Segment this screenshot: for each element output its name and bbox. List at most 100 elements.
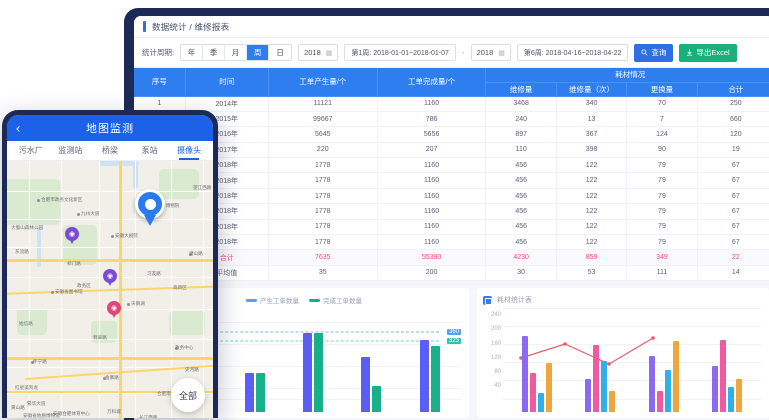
mat-bar-4-s0[interactable] — [712, 366, 719, 413]
map-label-3: 省博物院 — [161, 203, 180, 208]
map-all-button[interactable]: 全部 — [171, 378, 205, 412]
mat-bar-1-s2[interactable] — [537, 392, 544, 413]
map-label-1: 九州大道 — [81, 211, 100, 216]
material-chart-bars — [505, 320, 759, 413]
camera-marker-3[interactable]: ◉ — [107, 301, 121, 319]
table-row: 42017年2202071103989019 — [134, 142, 769, 159]
table-row-cell-2: 1778 — [268, 203, 378, 220]
table-row-cell-3: 1160 — [377, 234, 487, 251]
mat-bar-4-s1[interactable] — [720, 339, 727, 413]
period-option-week[interactable]: 周 — [247, 45, 270, 60]
mat-bar-2-s1[interactable] — [593, 344, 600, 413]
mat-bar-4-s3[interactable] — [736, 378, 743, 413]
ytick-200: 200 — [490, 326, 501, 333]
map-label-4: 潜山路 — [189, 251, 203, 256]
tab-camera[interactable]: 摄像头 — [169, 145, 209, 156]
table-row-cell-4: 110 — [485, 142, 557, 159]
table-row-cell-5: 122 — [556, 188, 628, 205]
table-row-cell-3: 1160 — [377, 219, 487, 236]
mat-bar-3-s1[interactable] — [656, 390, 663, 413]
header-row-group: 序号 时间 工单产生量/个 工单完成量/个 耗材情况 — [134, 68, 769, 97]
range-from-field[interactable]: 第1周: 2018-01-01~2018-01-07 — [344, 44, 456, 61]
table-row-cell-5: 122 — [556, 234, 628, 251]
period-segmented-control[interactable]: 年 季 月 周 日 — [180, 44, 293, 61]
mat-bar-2-s0[interactable] — [585, 378, 592, 413]
mat-bar-2-s2[interactable] — [601, 360, 608, 413]
table-row-cell-4: 3468 — [485, 96, 557, 112]
bar-4-s1[interactable] — [372, 385, 382, 413]
bar-3-s1[interactable] — [313, 333, 323, 413]
bar-4-s0[interactable] — [361, 357, 371, 413]
report-table-head: 序号 时间 工单产生量/个 工单完成量/个 耗材情况 维修量 维修量（次） 更换… — [134, 68, 769, 97]
map-label-18: 黄山路 — [11, 405, 25, 410]
bar-2-s1[interactable] — [255, 372, 265, 413]
period-option-quarter[interactable]: 季 — [203, 45, 226, 60]
mat-bar-2-s3[interactable] — [609, 390, 616, 413]
map-label-21: 大蜀山森林公园 — [11, 225, 44, 230]
selected-location-marker[interactable] — [135, 189, 165, 227]
map-label-17: 望江西路 — [193, 185, 212, 190]
mat-bar-1-s3[interactable] — [545, 362, 552, 413]
table-total-row-cell-4: 4230 — [485, 249, 557, 266]
table-row-cell-3: 1160 — [377, 172, 487, 189]
th-time: 时间 — [185, 68, 269, 97]
th-sub-3: 合计 — [697, 82, 769, 97]
mat-bar-3-s3[interactable] — [672, 341, 679, 413]
year-from-select[interactable]: 2018 ▦ — [298, 44, 339, 61]
period-option-month[interactable]: 月 — [225, 45, 248, 60]
map-label-16: 繁华大道 — [27, 401, 46, 406]
mat-bar-3-s2[interactable] — [664, 369, 671, 413]
map-label-11: 祁门路 — [67, 261, 81, 266]
table-row-cell-2: 11121 — [268, 96, 378, 112]
table-row-cell-4: 240 — [485, 111, 557, 128]
table-row-cell-4: 456 — [485, 203, 557, 220]
charts-row: 产生工单数量 完成工单数量 — [134, 281, 769, 419]
bar-5-s0[interactable] — [419, 339, 429, 413]
period-option-day[interactable]: 日 — [269, 45, 292, 60]
table-row-cell-3: 1160 — [377, 157, 487, 174]
camera-marker-2[interactable]: ◉ — [103, 269, 117, 287]
table-row-cell-5: 398 — [556, 142, 628, 159]
table-row-cell-7: 660 — [697, 111, 769, 128]
table-average-row-cell-5: 53 — [556, 265, 628, 282]
tab-pump-station[interactable]: 泵站 — [141, 146, 158, 155]
table-row-cell-2: 5645 — [268, 126, 378, 143]
back-icon[interactable]: ‹ — [16, 120, 21, 136]
year-to-select[interactable]: 2018 ▦ — [470, 44, 511, 61]
bar-2-s0[interactable] — [244, 372, 254, 413]
table-row-cell-4: 456 — [485, 172, 557, 189]
period-option-year[interactable]: 年 — [181, 45, 204, 60]
table-row-cell-2: 1778 — [268, 219, 378, 236]
table-total-row-cell-5: 859 — [556, 249, 628, 266]
export-excel-button[interactable]: 导出Excel — [679, 43, 737, 62]
report-table-body: 12014年11121116034683407025022015年9966778… — [134, 96, 769, 282]
tab-sewage-plant[interactable]: 污水厂 — [18, 146, 43, 155]
camera-marker-1[interactable]: ◉ — [65, 227, 79, 245]
map-canvas[interactable]: 合肥市政务文化新区 九州大道 安徽大剧院 省博物院 潜山路 安徽省图书馆 天鹅湖… — [7, 161, 213, 418]
mat-bar-4-s2[interactable] — [728, 387, 735, 413]
tab-monitor-station[interactable]: 监测站 — [58, 146, 83, 155]
map-label-19: 安徽省地质博物馆 — [23, 413, 60, 418]
map-label-0: 合肥市政务文化新区 — [41, 197, 83, 202]
material-chart-yaxis: 40 80 120 160 200 240 — [483, 308, 503, 400]
table-total-row-cell-2: 7635 — [268, 249, 378, 266]
range-to-field[interactable]: 第6周: 2018-04-16~2018-04-22 — [516, 44, 629, 61]
mat-bar-3-s0[interactable] — [648, 355, 655, 413]
bar-3-s0[interactable] — [302, 333, 312, 413]
legend-swatch-completed — [309, 298, 320, 302]
tab-bridge[interactable]: 桥梁 — [101, 146, 118, 155]
mat-bar-1-s0[interactable] — [521, 336, 528, 413]
mobile-map-panel: ‹ 地图监测 污水厂 监测站 桥梁 泵站 摄像头 — [2, 110, 218, 418]
table-row-cell-2: 1778 — [268, 188, 378, 205]
table-row-cell-6: 79 — [626, 188, 698, 205]
annotation-completed: 323 — [446, 338, 461, 345]
ytick-80: 80 — [494, 368, 501, 375]
mobile-title: 地图监测 — [86, 123, 134, 135]
mat-bar-1-s1[interactable] — [529, 373, 536, 413]
search-button[interactable]: 查询 — [634, 43, 674, 62]
th-sub-1: 维修量（次） — [556, 82, 628, 97]
workorder-chart-legend: 产生工单数量 完成工单数量 — [145, 294, 463, 306]
table-row-cell-5: 340 — [556, 96, 628, 112]
bar-5-s1[interactable] — [430, 346, 440, 413]
